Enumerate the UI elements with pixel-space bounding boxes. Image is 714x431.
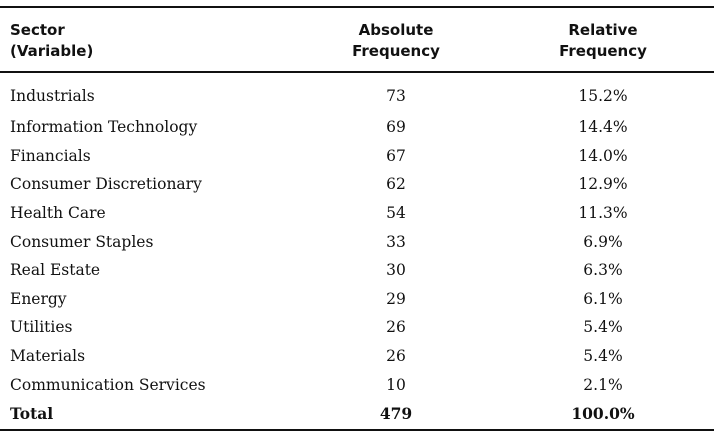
relative-frequency-cell: 6.9% [583, 232, 623, 251]
table-row: Utilities 26 5.4% [0, 313, 714, 342]
relative-frequency-cell: 11.3% [578, 204, 628, 223]
sector-cell: Consumer Staples [10, 232, 154, 251]
header-row: Sector (Variable) Absolute Frequency Rel… [0, 7, 714, 72]
total-relative: 100.0% [571, 404, 635, 424]
table-row: Consumer Staples 33 6.9% [0, 227, 714, 256]
table-row: Health Care 54 11.3% [0, 199, 714, 228]
absolute-frequency-cell: 62 [386, 175, 406, 194]
relative-frequency-cell: 6.3% [583, 261, 623, 280]
sector-cell: Materials [10, 347, 86, 366]
absolute-frequency-cell: 54 [386, 204, 406, 223]
absolute-frequency-cell: 33 [386, 232, 406, 251]
absolute-frequency-cell: 10 [386, 375, 406, 394]
table-row: Energy 29 6.1% [0, 285, 714, 314]
header-absolute-line1: Absolute [358, 21, 434, 39]
absolute-frequency-cell: 26 [386, 347, 406, 366]
absolute-frequency-cell: 30 [386, 261, 406, 280]
table-row: Real Estate 30 6.3% [0, 256, 714, 285]
table-header: Sector (Variable) Absolute Frequency Rel… [0, 7, 714, 72]
header-sector-line1: Sector [10, 21, 65, 39]
sector-cell: Utilities [10, 318, 73, 337]
absolute-frequency-cell: 67 [386, 146, 406, 165]
relative-frequency-cell: 12.9% [578, 175, 628, 194]
relative-frequency-cell: 5.4% [583, 318, 623, 337]
table-row: Consumer Discretionary 62 12.9% [0, 170, 714, 199]
relative-frequency-cell: 14.0% [578, 146, 628, 165]
sector-cell: Energy [10, 289, 67, 308]
absolute-frequency-cell: 73 [386, 87, 406, 105]
table-body: Industrials 73 15.2% Information Technology… [0, 72, 714, 430]
sector-cell: Communication Services [10, 375, 206, 394]
relative-frequency-cell: 5.4% [583, 347, 623, 366]
table-row: Communication Services 10 2.1% [0, 370, 714, 399]
table-row: Financials 67 14.0% [0, 142, 714, 171]
sector-cell: Consumer Discretionary [10, 175, 202, 194]
total-label: Total [10, 404, 54, 424]
frequency-table-container: Sector (Variable) Absolute Frequency Rel… [0, 6, 714, 431]
header-sector-line2: (Variable) [10, 42, 94, 60]
absolute-frequency-cell: 29 [386, 289, 406, 308]
absolute-frequency-cell: 69 [386, 118, 406, 137]
header-relative-line1: Relative [568, 21, 638, 39]
sector-frequency-table: Sector (Variable) Absolute Frequency Rel… [0, 6, 714, 431]
table-row: Materials 26 5.4% [0, 342, 714, 371]
sector-cell: Financials [10, 146, 91, 165]
total-absolute: 479 [379, 404, 413, 424]
header-relative-frequency: Relative Frequency [492, 7, 714, 72]
header-sector: Sector (Variable) [0, 7, 300, 72]
relative-frequency-cell: 15.2% [578, 87, 628, 105]
relative-frequency-cell: 14.4% [578, 118, 628, 137]
absolute-frequency-cell: 26 [386, 318, 406, 337]
table-row: Information Technology 69 14.4% [0, 113, 714, 142]
header-absolute-line2: Frequency [352, 42, 440, 60]
header-absolute-frequency: Absolute Frequency [300, 7, 492, 72]
header-relative-line2: Frequency [559, 42, 647, 60]
sector-cell: Real Estate [10, 261, 101, 280]
relative-frequency-cell: 2.1% [583, 375, 623, 394]
relative-frequency-cell: 6.1% [583, 289, 623, 308]
sector-cell: Health Care [10, 204, 106, 223]
sector-cell: Industrials [10, 87, 95, 105]
table-row: Industrials 73 15.2% [0, 72, 714, 113]
sector-cell: Information Technology [10, 118, 198, 137]
total-row: Total 479 100.0% [0, 399, 714, 430]
